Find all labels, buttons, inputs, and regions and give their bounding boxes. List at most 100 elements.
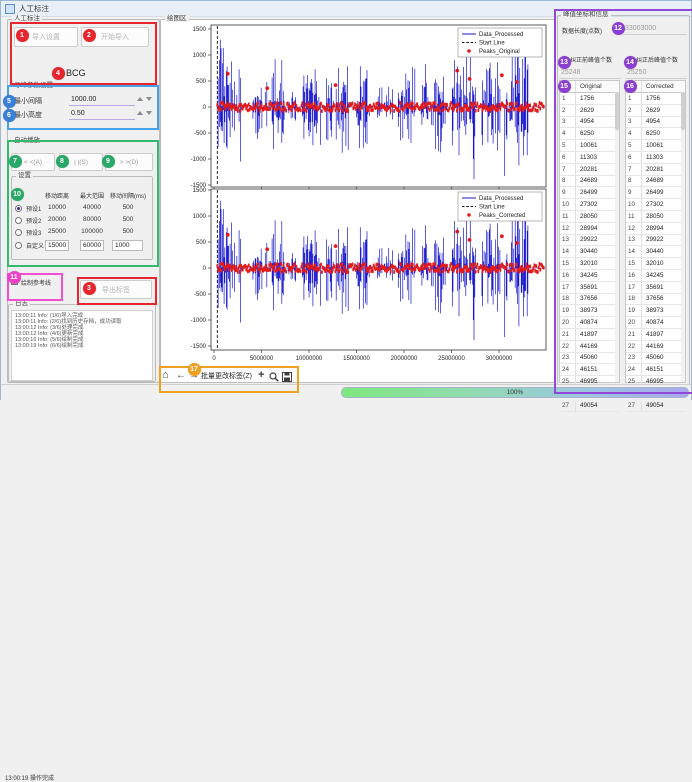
table-row[interactable]: 2345060 — [626, 353, 685, 365]
table-row[interactable]: 46250 — [560, 128, 619, 140]
table-row[interactable]: 1837656 — [626, 294, 685, 306]
svg-text:1500: 1500 — [193, 27, 207, 33]
custom-move-interval-input[interactable] — [112, 240, 143, 251]
back-arrow-icon[interactable]: ← — [176, 371, 186, 381]
preset2-radio[interactable] — [15, 217, 22, 224]
zoom-icon[interactable] — [269, 372, 279, 382]
table-row[interactable]: 46250 — [626, 128, 685, 140]
table-row[interactable]: 1430440 — [626, 246, 685, 258]
log-entry: 13:00:19 Info: (6/6)绘制完成 — [12, 344, 152, 350]
table-row[interactable]: 1128050 — [626, 211, 685, 223]
table-row[interactable]: 2141897 — [560, 329, 619, 341]
table-row[interactable]: 510061 — [560, 140, 619, 152]
svg-text:Start Line: Start Line — [479, 205, 505, 211]
log-textarea[interactable]: 13:00:11 Info: (1/6)导入完成13:00:11 Info: (… — [11, 310, 153, 381]
table-row[interactable]: 1027302 — [560, 199, 619, 211]
svg-text:500: 500 — [196, 79, 207, 85]
table-row[interactable]: 2446151 — [626, 364, 685, 376]
svg-text:500: 500 — [196, 240, 207, 246]
table-row[interactable]: 1837656 — [560, 294, 619, 306]
min-interval-spin-arrows-icon[interactable] — [137, 93, 152, 105]
custom-max-range-input[interactable] — [80, 240, 104, 251]
peak-marker — [500, 73, 504, 77]
custom-move-distance-input[interactable] — [45, 240, 69, 251]
table-row[interactable]: 22629 — [626, 105, 685, 117]
app-window: { "window": {"title": "人工标注"}, "left_pan… — [0, 0, 692, 400]
min-interval-spinbox[interactable]: 1000.00 — [69, 93, 135, 106]
table-row[interactable]: 611303 — [560, 152, 619, 164]
table-row[interactable]: 1027302 — [626, 199, 685, 211]
table-row[interactable]: 1735691 — [560, 282, 619, 294]
svg-text:1500: 1500 — [193, 188, 207, 194]
table-row[interactable]: 1532010 — [560, 258, 619, 270]
table-row[interactable]: 720281 — [626, 164, 685, 176]
table-row[interactable]: 34954 — [626, 117, 685, 129]
table-row[interactable]: 2446151 — [560, 364, 619, 376]
table-row[interactable]: 1228994 — [560, 223, 619, 235]
peak-marker — [265, 247, 269, 251]
table-row[interactable]: 34954 — [560, 117, 619, 129]
custom-label: 自定义 — [26, 241, 44, 250]
table-row[interactable]: 1430440 — [560, 246, 619, 258]
preset2-move-distance: 20000 — [48, 216, 66, 223]
annotation-marker-11: 11 — [8, 271, 21, 284]
table-row[interactable]: 2040874 — [626, 317, 685, 329]
table-row[interactable]: 1938973 — [560, 305, 619, 317]
table-row[interactable]: 1735691 — [626, 282, 685, 294]
annotation-marker-14: 14 — [624, 56, 637, 69]
peak-marker — [468, 238, 472, 242]
min-height-spinbox[interactable]: 0.50 — [69, 107, 135, 120]
table-row[interactable]: 1329922 — [560, 235, 619, 247]
annotation-marker-3: 3 — [83, 282, 96, 295]
table-scrollbar[interactable] — [615, 92, 619, 382]
table-row[interactable]: 2040874 — [560, 317, 619, 329]
original-peaks-table[interactable]: Original11756226293495446250510061611303… — [559, 80, 620, 383]
table-row[interactable]: 2244169 — [560, 341, 619, 353]
preset1-radio[interactable] — [15, 205, 22, 212]
svg-text:1000: 1000 — [193, 53, 207, 59]
annotation-marker-2: 2 — [83, 29, 96, 42]
table-row[interactable]: 2345060 — [560, 353, 619, 365]
table-row[interactable]: 510061 — [626, 140, 685, 152]
svg-text:Peaks_Corrected: Peaks_Corrected — [479, 213, 525, 219]
table-row[interactable]: 1128050 — [560, 211, 619, 223]
autoplay-settings-label: 设置 — [16, 172, 33, 179]
table-row[interactable]: 1228994 — [626, 223, 685, 235]
svg-text:30000000: 30000000 — [486, 356, 513, 362]
table-row[interactable]: 926499 — [626, 187, 685, 199]
table-row[interactable]: 22629 — [560, 105, 619, 117]
table-row[interactable]: 720281 — [560, 164, 619, 176]
table-row[interactable]: 11756 — [626, 93, 685, 105]
table-row[interactable]: 611303 — [626, 152, 685, 164]
table-row[interactable]: 1634245 — [560, 270, 619, 282]
table-row[interactable]: 2244169 — [626, 341, 685, 353]
table-row[interactable]: 824689 — [560, 176, 619, 188]
subplot-top[interactable]: 150010005000-500-1000-1500Data_Processed… — [191, 25, 546, 190]
table-row[interactable]: 1938973 — [626, 305, 685, 317]
table-row[interactable]: 1532010 — [626, 258, 685, 270]
figure-canvas[interactable]: 150010005000-500-1000-1500Data_Processed… — [161, 23, 552, 363]
table-row[interactable]: 1329922 — [626, 235, 685, 247]
custom-radio[interactable] — [15, 242, 22, 249]
table-row[interactable]: 11756 — [560, 93, 619, 105]
subplot-bottom[interactable]: 150010005000-500-1000-150005000000100000… — [191, 188, 546, 362]
min-height-spin-arrows-icon[interactable] — [137, 107, 152, 119]
table-row[interactable]: 1634245 — [626, 270, 685, 282]
svg-text:Start Line: Start Line — [479, 41, 505, 47]
table-scrollbar[interactable] — [681, 92, 685, 382]
svg-text:10000000: 10000000 — [296, 356, 323, 362]
table-row[interactable]: 926499 — [560, 187, 619, 199]
pan-icon[interactable]: + — [258, 370, 264, 380]
preset3-move-interval: 500 — [123, 228, 134, 235]
home-icon[interactable]: ⌂ — [162, 370, 169, 380]
preset1-move-distance: 10000 — [48, 204, 66, 211]
batch-edit-labels-button[interactable]: 批量更改标签(Z) — [201, 372, 252, 382]
corrected-peaks-table[interactable]: Corrected1175622629349544625051006161130… — [625, 80, 686, 383]
annotation-marker-9: 9 — [102, 155, 115, 168]
table-row[interactable]: 2141897 — [626, 329, 685, 341]
preset3-radio[interactable] — [15, 229, 22, 236]
annotation-marker-6: 6 — [3, 109, 16, 122]
table-row[interactable]: 824689 — [626, 176, 685, 188]
save-icon[interactable] — [282, 372, 292, 382]
preset1-move-interval: 500 — [123, 204, 134, 211]
